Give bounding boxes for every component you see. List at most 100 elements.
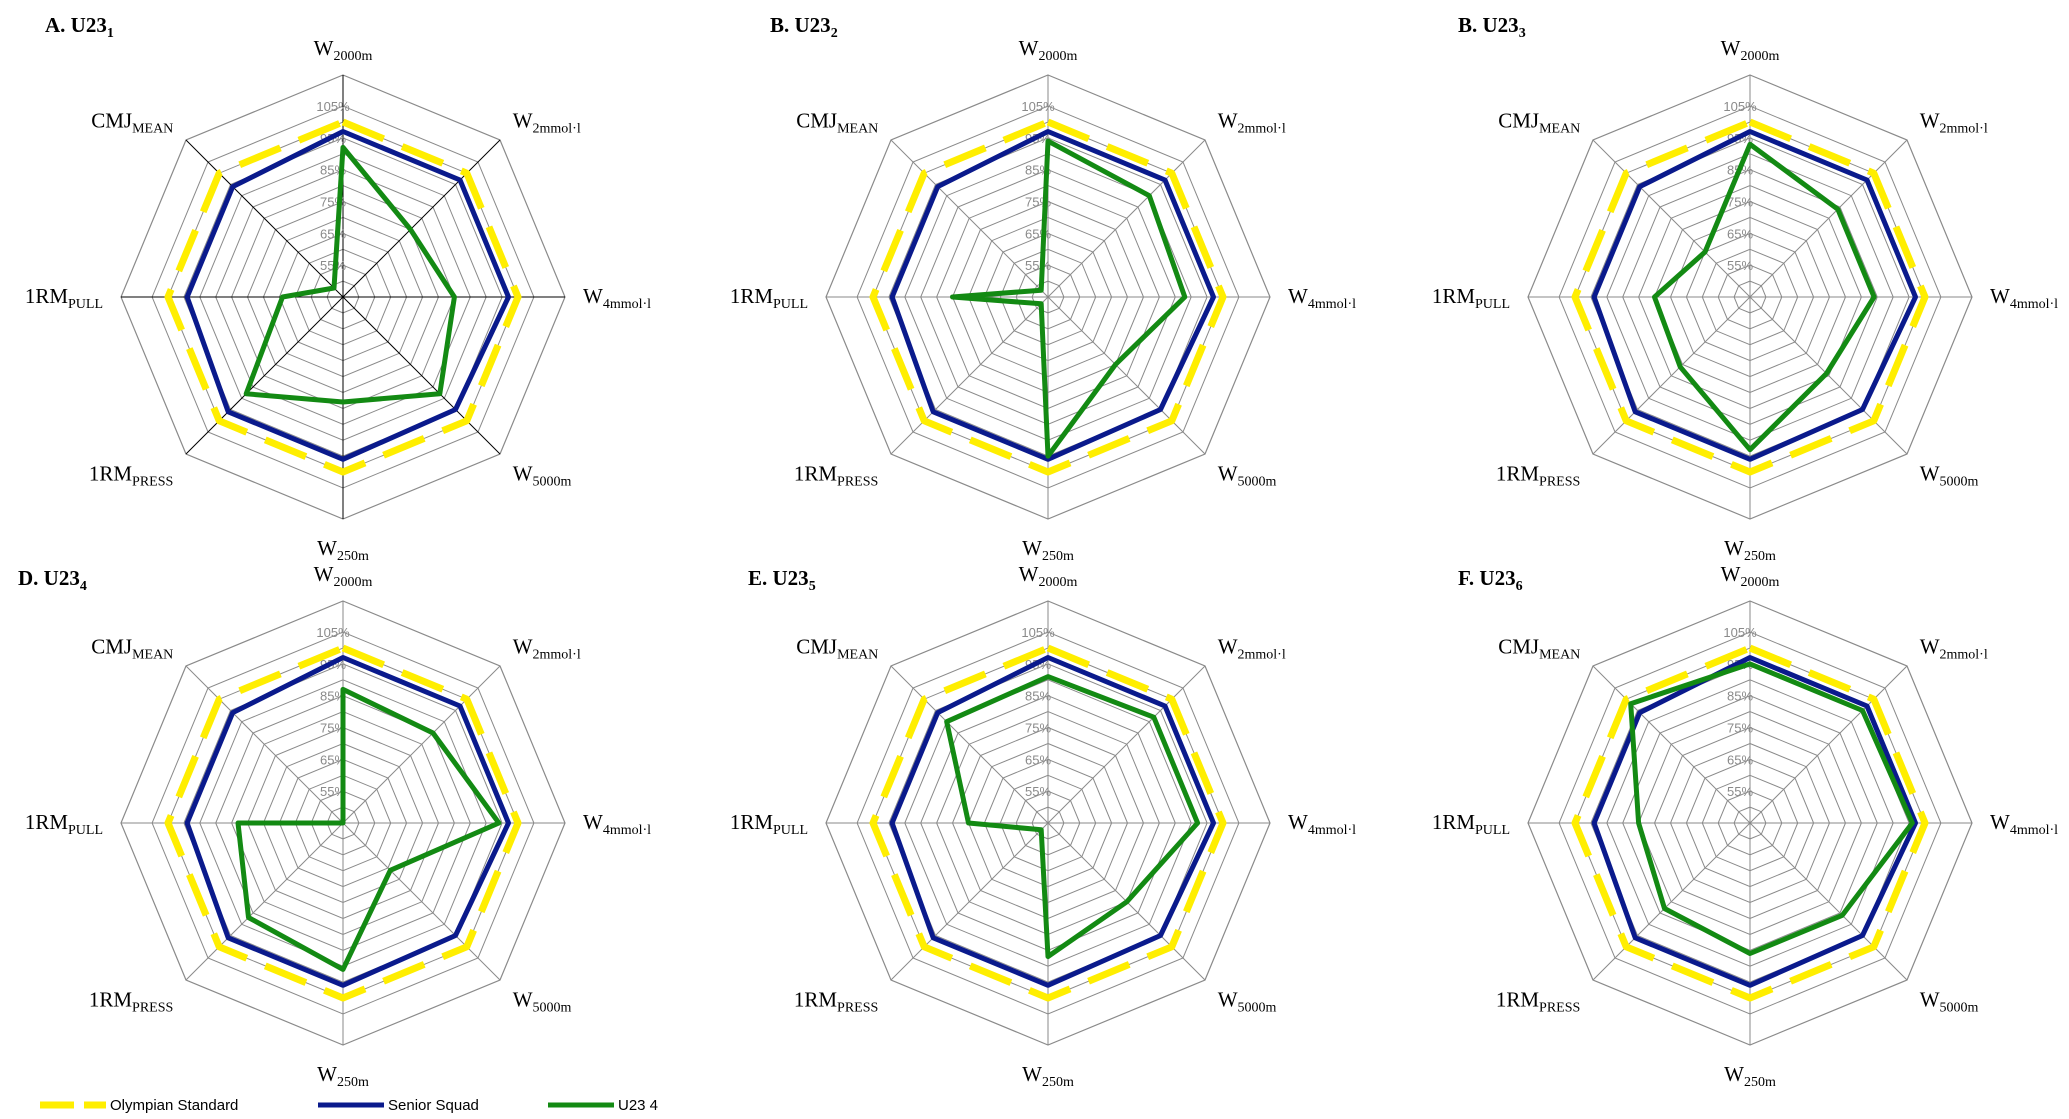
series-u23 — [1628, 661, 1915, 956]
radar-panel-2: 105%95%85%75%65%55%W2000mW2mmol·lW4mmol·… — [730, 13, 1356, 564]
axis-label: 1RMPULL — [25, 284, 103, 312]
radar-panels: 105%95%85%75%65%55%W2000mW2mmol·lW4mmol·… — [18, 13, 2058, 1090]
tick-label: 105% — [1021, 625, 1055, 640]
axis-spoke — [1047, 296, 1206, 455]
axis-label: CMJMEAN — [91, 108, 173, 136]
series-u23 — [243, 144, 457, 405]
axis-label: W250m — [1022, 536, 1074, 564]
tick-label: 55% — [1727, 784, 1753, 799]
tick-label: 55% — [1025, 258, 1051, 273]
tick-label: 65% — [1727, 752, 1753, 767]
tick-label: 75% — [1025, 721, 1051, 736]
tick-label: 55% — [320, 784, 346, 799]
axis-spoke — [185, 296, 344, 455]
axis-label: W2000m — [1721, 36, 1780, 64]
axis-label: W4mmol·l — [1288, 810, 1356, 838]
legend-label-olympian: Olympian Standard — [110, 1097, 238, 1114]
panel-title: F. U236 — [1458, 566, 1523, 594]
tick-label: 75% — [320, 195, 346, 210]
axis-spoke — [890, 296, 1049, 455]
axis-spoke — [185, 822, 344, 981]
axis-label: W250m — [1022, 1062, 1074, 1090]
series-u23 — [1652, 141, 1877, 453]
axis-spoke — [1047, 139, 1206, 298]
axis-label: W4mmol·l — [1990, 284, 2058, 312]
tick-label: 65% — [1727, 226, 1753, 241]
axis-label: 1RMPRESS — [89, 988, 173, 1016]
axis-label: W2mmol·l — [1218, 108, 1286, 136]
axis-label: 1RMPRESS — [794, 988, 878, 1016]
axis-spoke — [342, 139, 501, 298]
axis-spoke — [890, 665, 1049, 824]
radar-panel-1: 105%95%85%75%65%55%W2000mW2mmol·lW4mmol·… — [25, 13, 651, 564]
series-u23 — [235, 686, 502, 972]
axis-label: W5000m — [513, 462, 572, 490]
series-u23 — [944, 674, 1201, 960]
axis-label: 1RMPULL — [1432, 284, 1510, 312]
axis-label: W5000m — [1920, 988, 1979, 1016]
panel-title: E. U235 — [748, 566, 816, 594]
panel-title: B. U233 — [1458, 13, 1526, 41]
axis-label: W250m — [317, 536, 369, 564]
tick-label: 85% — [1025, 689, 1051, 704]
axis-spoke — [185, 139, 344, 298]
axis-label: W2mmol·l — [1920, 108, 1988, 136]
axis-spoke — [342, 665, 501, 824]
axis-spoke — [185, 665, 344, 824]
tick-label: 105% — [1723, 625, 1757, 640]
tick-label: 75% — [320, 721, 346, 736]
axis-label: W250m — [317, 1062, 369, 1090]
axis-label: W5000m — [513, 988, 572, 1016]
radar-panel-5: 105%95%85%75%65%55%W2000mW2mmol·lW4mmol·… — [730, 562, 1356, 1090]
axis-spoke — [342, 296, 501, 455]
series-olympian — [1571, 118, 1929, 476]
axis-label: CMJMEAN — [1498, 108, 1580, 136]
axis-label: CMJMEAN — [796, 108, 878, 136]
axis-spoke — [1749, 665, 1908, 824]
series-olympian — [164, 118, 522, 476]
axis-spoke — [1749, 139, 1908, 298]
axis-label: W5000m — [1218, 462, 1277, 490]
series-olympian — [869, 644, 1227, 1002]
panel-title: A. U231 — [45, 13, 114, 41]
tick-label: 105% — [1021, 99, 1055, 114]
radar-panel-3: 105%95%85%75%65%55%W2000mW2mmol·lW4mmol·… — [1432, 13, 2058, 564]
tick-label: 75% — [1727, 195, 1753, 210]
series-senior — [184, 129, 511, 462]
axis-label: W2000m — [314, 36, 373, 64]
axis-label: W2mmol·l — [513, 108, 581, 136]
axis-label: 1RMPULL — [730, 810, 808, 838]
axis-label: W2mmol·l — [513, 634, 581, 662]
series-senior — [1591, 655, 1918, 988]
series-u23 — [950, 138, 1188, 459]
axis-label: 1RMPULL — [730, 284, 808, 312]
axis-label: W4mmol·l — [1990, 810, 2058, 838]
panel-title: D. U234 — [18, 566, 87, 594]
tick-label: 65% — [320, 226, 346, 241]
axis-label: 1RMPULL — [1432, 810, 1510, 838]
axis-spoke — [1749, 822, 1908, 981]
axis-label: 1RMPULL — [25, 810, 103, 838]
axis-label: W4mmol·l — [1288, 284, 1356, 312]
axis-label: W2000m — [1019, 562, 1078, 590]
series-senior — [184, 655, 511, 988]
axis-label: W2mmol·l — [1920, 634, 1988, 662]
tick-label: 75% — [1727, 721, 1753, 736]
legend: Olympian Standard Senior Squad U23 4 — [40, 1097, 658, 1114]
axis-label: 1RMPRESS — [1496, 988, 1580, 1016]
axis-label: 1RMPRESS — [89, 462, 173, 490]
tick-label: 85% — [320, 689, 346, 704]
tick-label: 65% — [320, 752, 346, 767]
axis-label: W250m — [1724, 536, 1776, 564]
axis-label: W2000m — [1019, 36, 1078, 64]
axis-spoke — [1592, 296, 1751, 455]
series-senior — [889, 129, 1216, 462]
radar-panel-4: 105%95%85%75%65%55%W2000mW2mmol·lW4mmol·… — [18, 562, 651, 1090]
panel-title: B. U232 — [770, 13, 838, 41]
series-senior — [889, 655, 1216, 988]
tick-label: 65% — [1025, 226, 1051, 241]
axis-label: W2mmol·l — [1218, 634, 1286, 662]
series-olympian — [1571, 644, 1929, 1002]
axis-label: 1RMPRESS — [1496, 462, 1580, 490]
